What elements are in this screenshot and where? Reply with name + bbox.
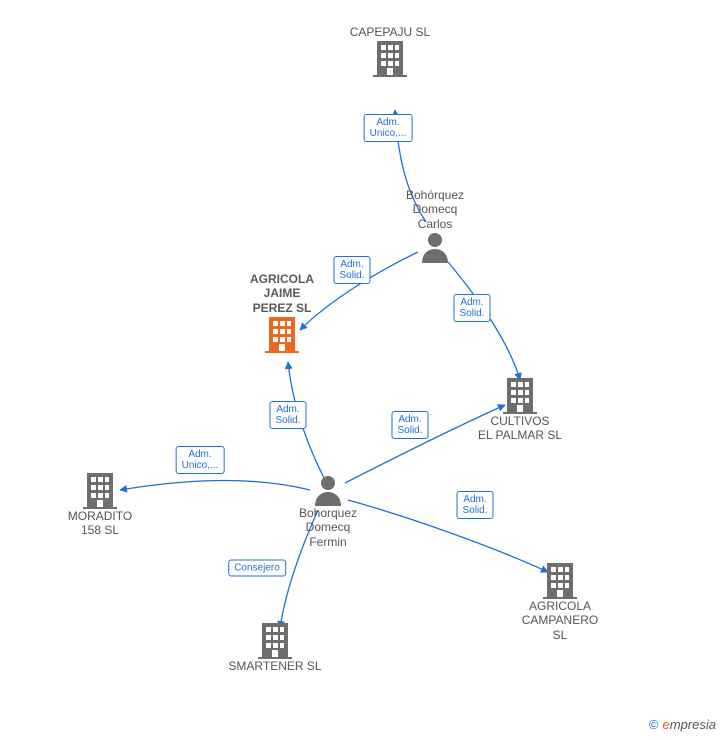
node-label-cultivos: CULTIVOS EL PALMAR SL (460, 414, 580, 443)
edge-label-carlos-agricola_jp: Adm. Solid. (333, 256, 370, 284)
node-smartener: SMARTENER SL (215, 621, 335, 673)
building-icon (40, 471, 160, 509)
building-icon (215, 621, 335, 659)
edge-label-fermin-smartener: Consejero (228, 560, 286, 577)
node-label-fermin: Bohorquez Domecq Fermin (268, 506, 388, 549)
node-label-agricola_camp: AGRICOLA CAMPANERO SL (500, 599, 620, 642)
node-agricola_camp: AGRICOLA CAMPANERO SL (500, 561, 620, 642)
node-cultivos: CULTIVOS EL PALMAR SL (460, 376, 580, 443)
node-label-moradito: MORADITO 158 SL (40, 509, 160, 538)
edge-label-fermin-agricola_camp: Adm. Solid. (456, 491, 493, 519)
edge-label-carlos-capepaju: Adm. Unico,... (364, 114, 413, 142)
node-agricola_jp: AGRICOLA JAIME PEREZ SL (222, 272, 342, 353)
copyright-brand: mpresia (670, 717, 716, 732)
copyright-brand-e: e (663, 717, 670, 732)
node-moradito: MORADITO 158 SL (40, 471, 160, 538)
node-carlos: Bohórquez Domecq Carlos (375, 188, 495, 263)
node-label-smartener: SMARTENER SL (215, 659, 335, 673)
building-icon (500, 561, 620, 599)
edge-label-carlos-cultivos: Adm. Solid. (453, 294, 490, 322)
building-icon (222, 315, 342, 353)
edge-label-fermin-cultivos: Adm. Solid. (391, 411, 428, 439)
node-fermin: Bohorquez Domecq Fermin (268, 474, 388, 549)
copyright: © empresia (649, 717, 716, 732)
node-label-agricola_jp: AGRICOLA JAIME PEREZ SL (222, 272, 342, 315)
building-icon (460, 376, 580, 414)
node-label-capepaju: CAPEPAJU SL (330, 25, 450, 39)
node-label-carlos: Bohórquez Domecq Carlos (375, 188, 495, 231)
node-capepaju: CAPEPAJU SL (330, 25, 450, 77)
person-icon (375, 231, 495, 263)
copyright-symbol: © (649, 717, 659, 732)
edge-label-fermin-moradito: Adm. Unico,... (176, 446, 225, 474)
building-icon (330, 39, 450, 77)
edge-label-fermin-agricola_jp: Adm. Solid. (269, 401, 306, 429)
person-icon (268, 474, 388, 506)
